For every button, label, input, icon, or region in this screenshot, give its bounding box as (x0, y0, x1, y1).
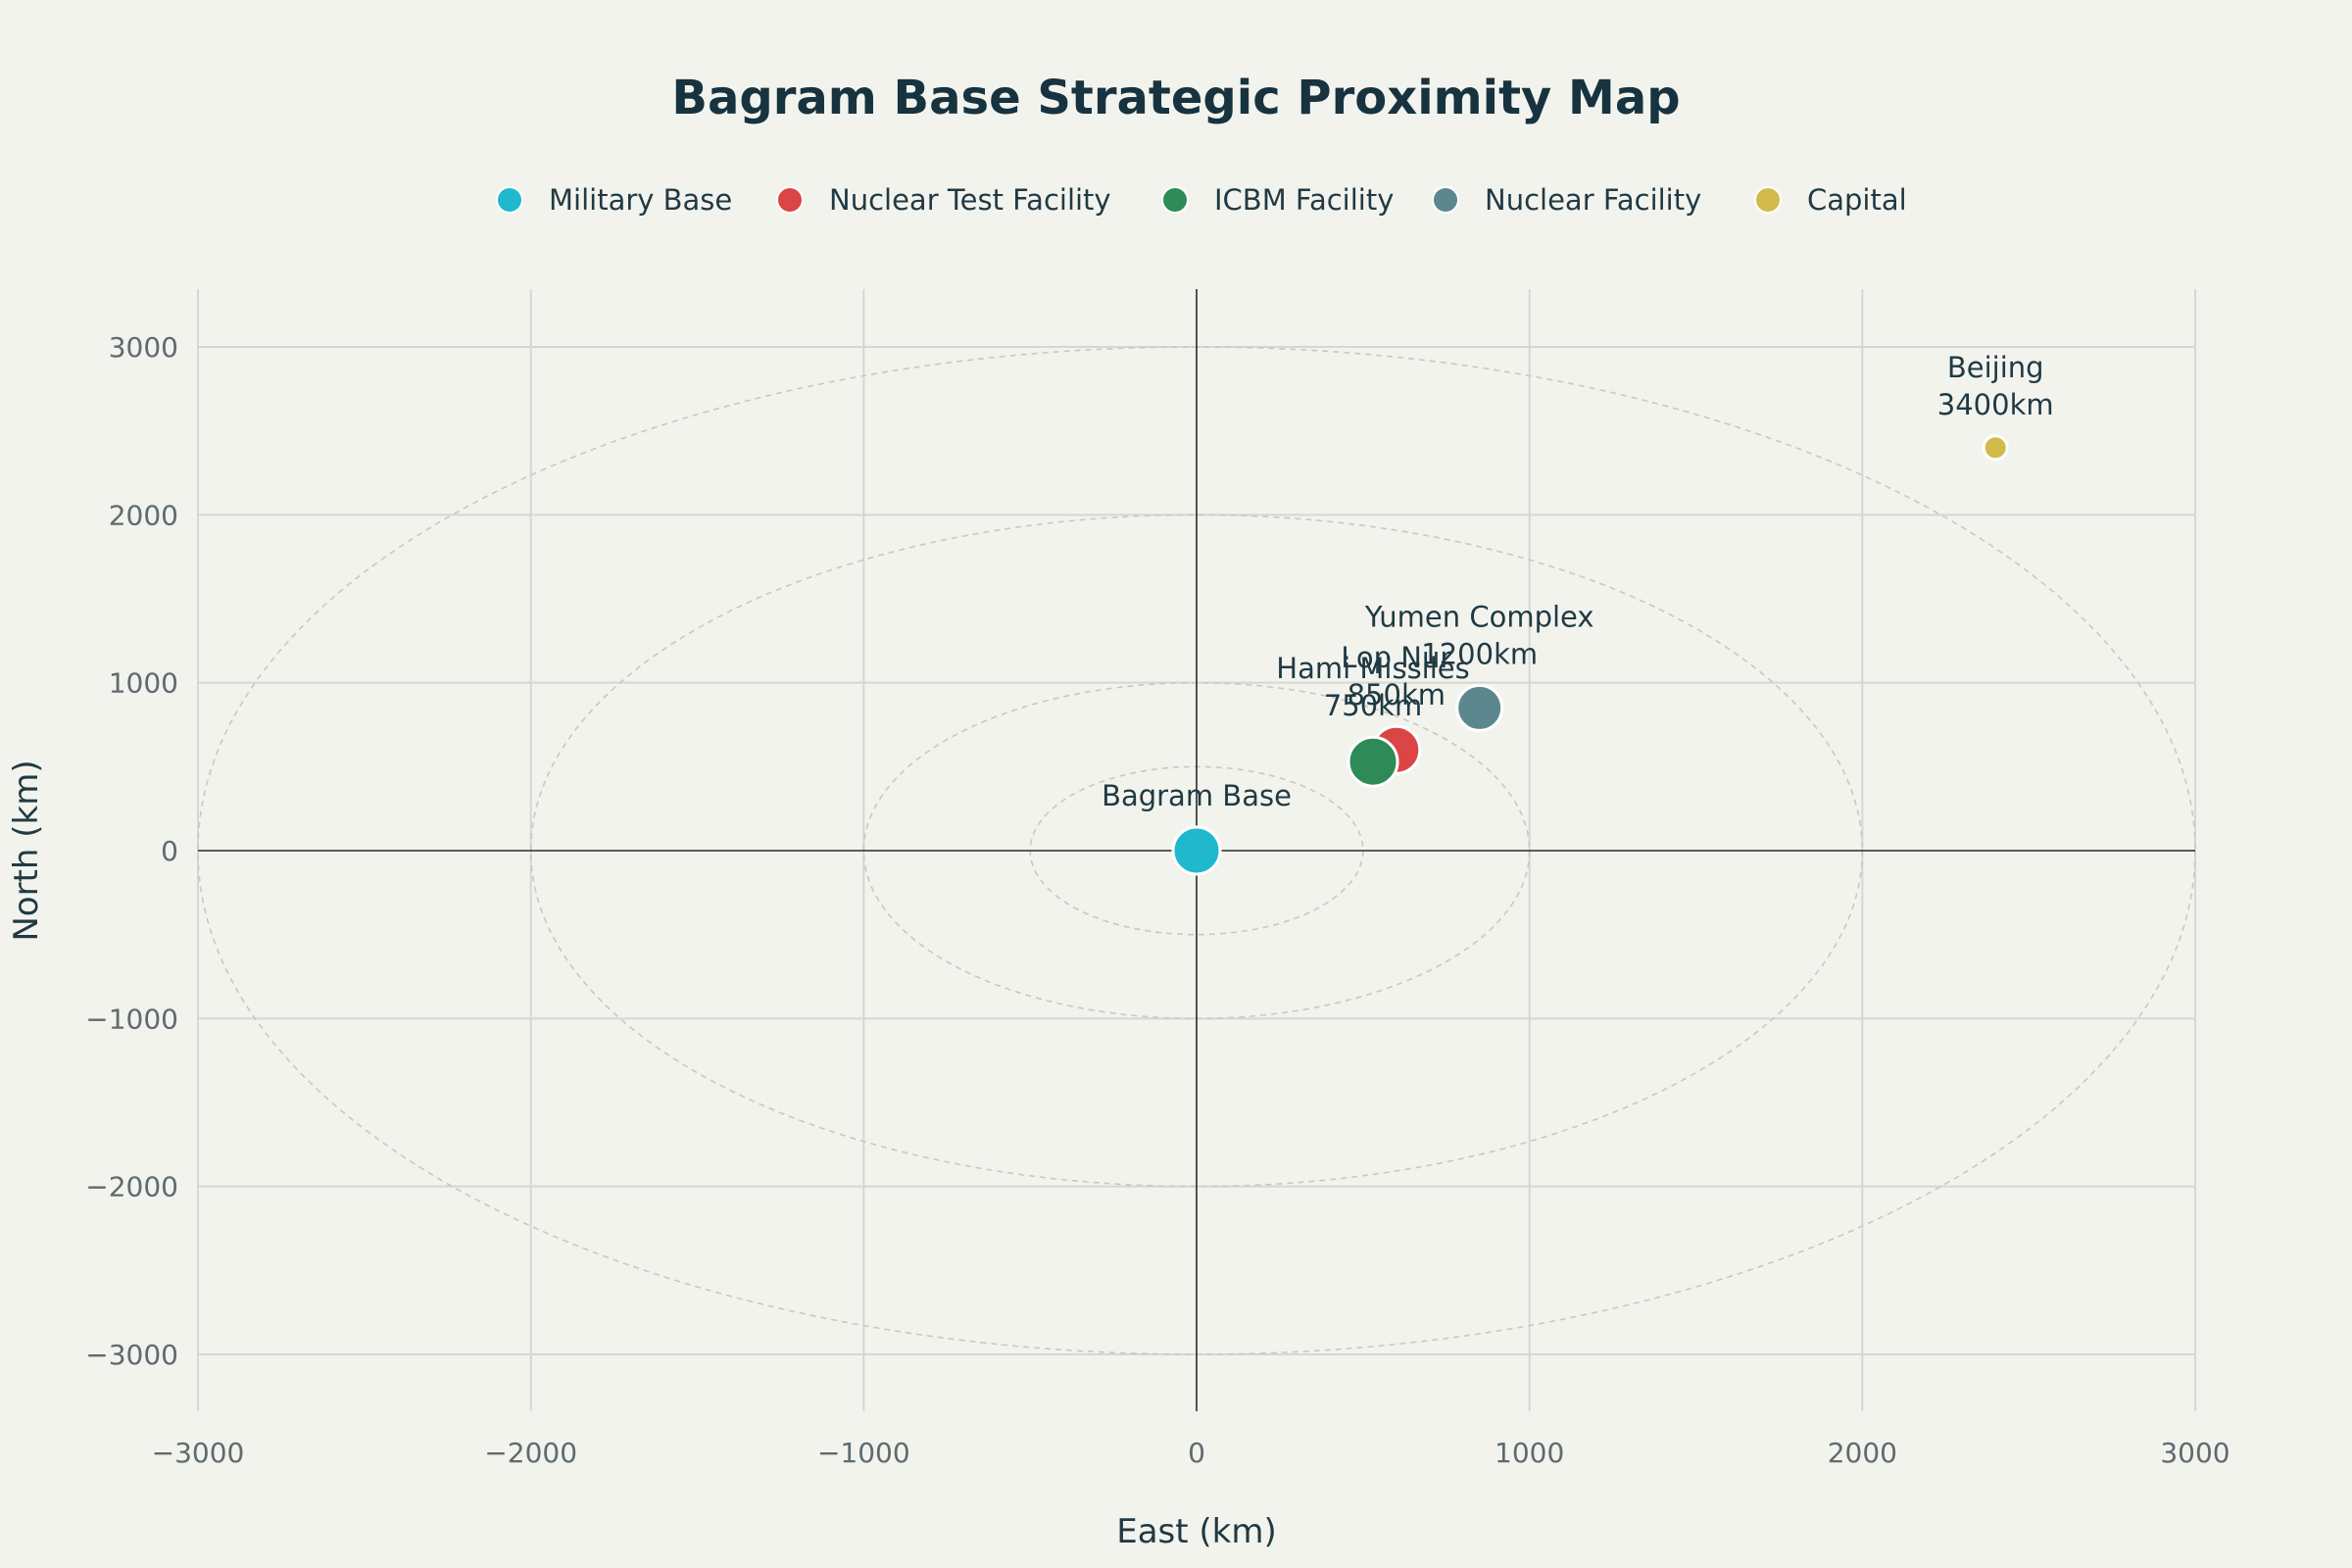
x-tick-label: 0 (1188, 1437, 1205, 1469)
y-tick-label: 1000 (109, 667, 178, 700)
y-axis-label: North (km) (7, 760, 46, 941)
x-tick-label: −1000 (817, 1437, 910, 1469)
legend-item[interactable]: Capital (1754, 183, 1907, 217)
data-point[interactable] (1171, 825, 1222, 876)
tick-labels: −3000 −2000 −1000 0 1000 2000 3000 −3000 −2000 −1… (85, 331, 2230, 1469)
legend-item[interactable]: Military Base (496, 183, 732, 217)
legend-item[interactable]: Nuclear Facility (1432, 183, 1701, 217)
chart-title: Bagram Base Strategic Proximity Map (671, 71, 1680, 125)
data-point[interactable] (1455, 683, 1504, 732)
legend-marker (1161, 186, 1189, 214)
legend-item[interactable]: ICBM Facility (1161, 183, 1394, 217)
point-label: Yumen Complex (1364, 600, 1594, 633)
legend-label: Military Base (549, 183, 732, 217)
point-label: Hami Missiles (1276, 652, 1469, 685)
legend: Military Base Nuclear Test Facility ICBM F… (496, 183, 1907, 217)
x-tick-label: 3000 (2160, 1437, 2230, 1469)
legend-item[interactable]: Nuclear Test Facility (776, 183, 1111, 217)
legend-marker (496, 186, 523, 214)
x-tick-label: 2000 (1828, 1437, 1897, 1469)
x-tick-label: 1000 (1494, 1437, 1564, 1469)
point-label: 1200km (1421, 637, 1538, 670)
y-tick-label: 0 (161, 835, 178, 867)
point-label: Beijing (1947, 351, 2044, 384)
point-label: Bagram Base (1102, 779, 1292, 812)
point-label: 3400km (1937, 388, 2054, 421)
legend-marker (1754, 186, 1782, 214)
point-label: Lop Nur (1341, 641, 1451, 674)
legend-marker (776, 186, 804, 214)
legend-label: Nuclear Facility (1485, 183, 1701, 217)
legend-marker (1432, 186, 1459, 214)
point-label: 750km (1324, 689, 1422, 722)
data-point[interactable] (1347, 735, 1399, 788)
data-point[interactable] (1982, 434, 2009, 462)
x-tick-label: −2000 (484, 1437, 577, 1469)
y-tick-label: 3000 (109, 331, 178, 364)
x-tick-label: −3000 (152, 1437, 245, 1469)
data-points (1171, 434, 2009, 876)
y-tick-label: 2000 (109, 499, 178, 531)
y-tick-label: −2000 (85, 1171, 178, 1203)
x-axis-label: East (km) (1116, 1512, 1277, 1551)
y-tick-label: −1000 (85, 1003, 178, 1035)
legend-label: Nuclear Test Facility (829, 183, 1111, 217)
legend-label: Capital (1807, 183, 1907, 217)
point-label: 850km (1348, 678, 1446, 711)
y-tick-label: −3000 (85, 1339, 178, 1371)
legend-label: ICBM Facility (1214, 183, 1394, 217)
